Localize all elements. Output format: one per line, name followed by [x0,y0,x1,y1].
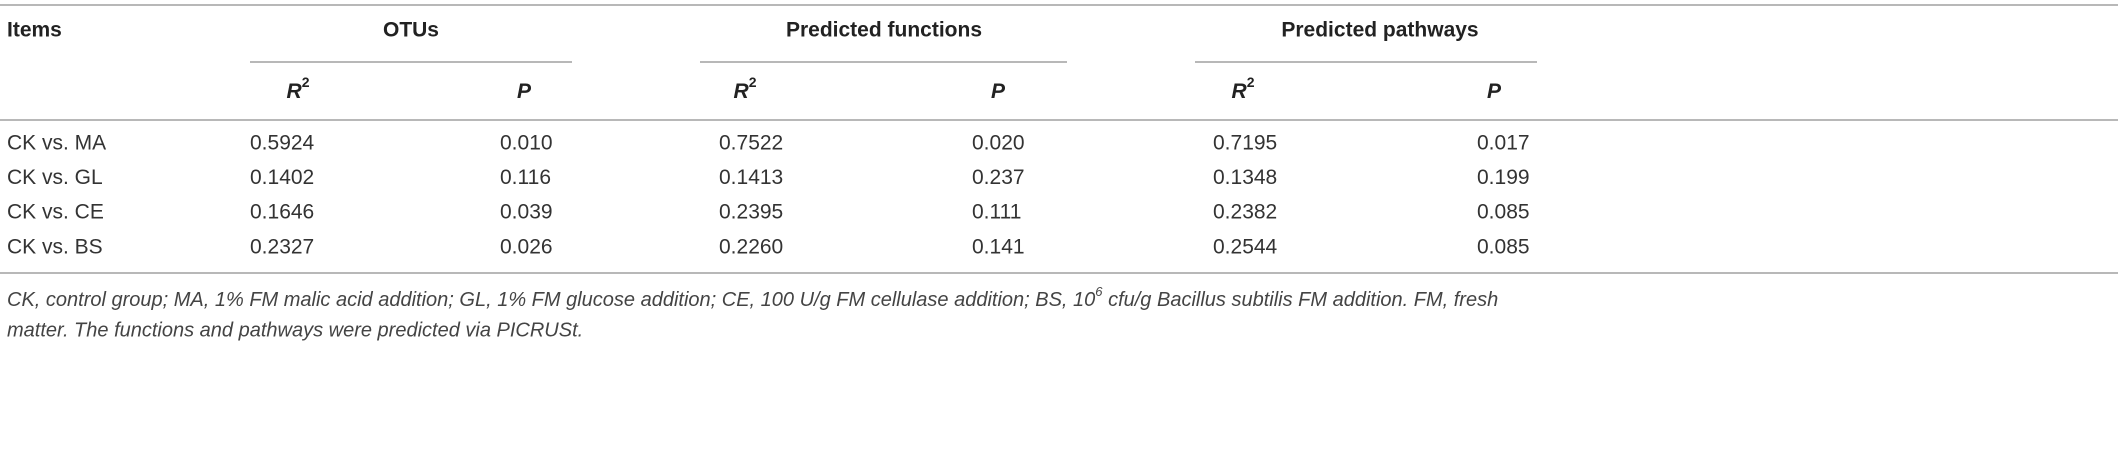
row-label: CK vs. GL [7,166,103,189]
cell-value: 0.020 [972,132,1025,155]
subheader-symbol: P [517,80,532,103]
cell-value: 0.7195 [1213,132,1277,155]
footnote-text: cfu/g Bacillus subtilis FM addition. FM,… [1103,289,1499,311]
cell-value: 0.2544 [1213,235,1278,258]
cell-value: 0.1348 [1213,166,1277,189]
cell-value: 0.2327 [250,235,314,258]
cell-value: 0.2395 [719,201,783,224]
subheader: R2 [1232,74,1255,103]
cell-value: 0.111 [972,201,1021,224]
subheader-symbol: R [734,80,750,103]
cell-value: 0.085 [1477,201,1530,224]
cell-value: 0.2382 [1213,201,1277,224]
cell-value: 0.039 [500,201,553,224]
subheader-symbol: P [991,80,1006,103]
superscript: 6 [1095,284,1103,299]
cell-value: 0.1413 [719,166,783,189]
cell-value: 0.085 [1477,235,1530,258]
footnote-text: CK, control group; MA, 1% FM malic acid … [7,289,1095,311]
group-header: Predicted functions [786,19,982,42]
group-header: Predicted pathways [1281,19,1478,42]
subheader: P [991,80,1006,103]
superscript: 2 [1247,74,1255,90]
cell-value: 0.017 [1477,132,1530,155]
superscript: 2 [302,74,310,90]
cell-value: 0.237 [972,166,1025,189]
subheader: P [1487,80,1502,103]
group-header: OTUs [383,19,439,42]
subheader: R2 [287,74,310,103]
subheader-symbol: P [1487,80,1502,103]
subheader-symbol: R [287,80,303,103]
cell-value: 0.141 [972,235,1025,258]
subheader: P [517,80,532,103]
footnote: matter. The functions and pathways were … [7,319,583,341]
cell-value: 0.7522 [719,132,783,155]
subheader-symbol: R [1232,80,1248,103]
subheader: R2 [734,74,757,103]
items-header: Items [7,19,62,42]
row-label: CK vs. CE [7,201,104,224]
cell-value: 0.5924 [250,132,315,155]
row-label: CK vs. BS [7,235,103,258]
cell-value: 0.1646 [250,201,314,224]
superscript: 2 [749,74,757,90]
row-label: CK vs. MA [7,132,106,155]
footnote: CK, control group; MA, 1% FM malic acid … [7,284,1498,311]
cell-value: 0.026 [500,235,553,258]
cell-value: 0.010 [500,132,553,155]
cell-value: 0.2260 [719,235,783,258]
cell-value: 0.116 [500,166,551,189]
cell-value: 0.1402 [250,166,314,189]
cell-value: 0.199 [1477,166,1530,189]
